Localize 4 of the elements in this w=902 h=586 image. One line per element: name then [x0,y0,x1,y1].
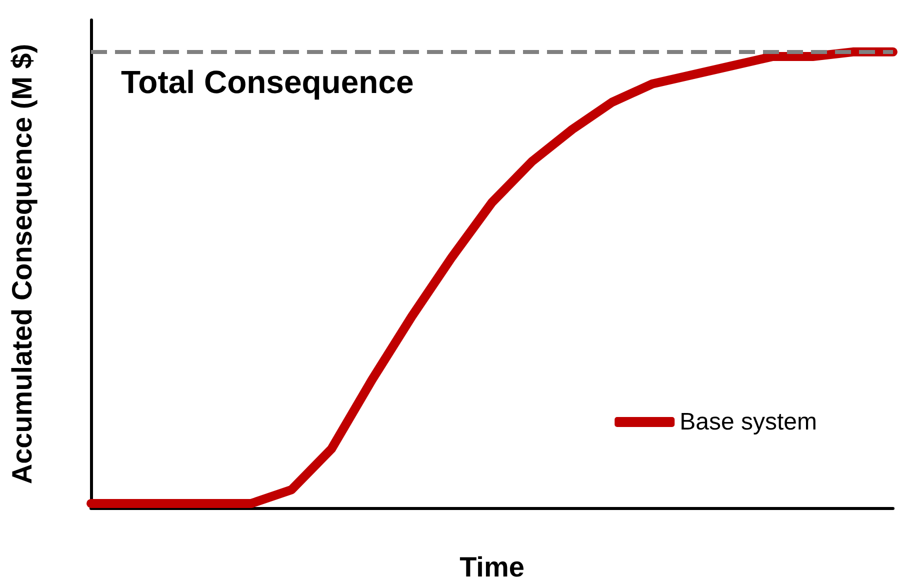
legend-label: Base system [680,408,818,436]
y-axis-title: Accumulated Consequence (M $) [6,44,38,484]
x-axis-title: Time [460,552,524,582]
ref-line-label: Total Consequence [121,64,414,100]
